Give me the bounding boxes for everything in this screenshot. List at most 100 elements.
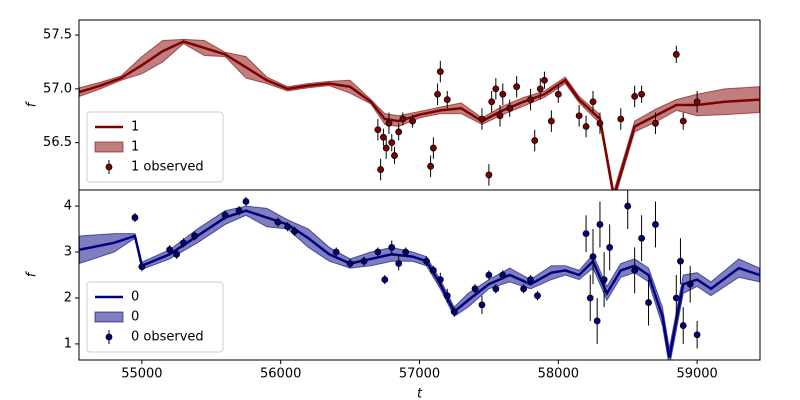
observed-point: [380, 133, 387, 141]
observed-point: [478, 115, 486, 123]
observed-point: [679, 117, 687, 125]
observed-point: [429, 144, 437, 152]
plot-area: [79, 190, 760, 360]
observed-point: [596, 119, 604, 127]
y-axis-label: f: [25, 100, 40, 107]
observed-point: [436, 68, 444, 76]
legend-box: [86, 111, 224, 183]
observed-point: [527, 96, 534, 104]
observed-point: [485, 271, 493, 279]
observed-point: [600, 276, 608, 283]
observed-point: [434, 90, 441, 98]
observed-point: [274, 218, 282, 226]
observed-point: [679, 322, 687, 329]
observed-point: [677, 257, 684, 265]
observed-point: [596, 221, 604, 228]
x-tick-label: 55000: [121, 367, 162, 382]
observed-point: [554, 90, 562, 98]
observed-point: [672, 294, 680, 302]
observed-point: [395, 128, 403, 136]
legend-box: [86, 281, 224, 353]
observed-point: [374, 126, 382, 134]
legend-label: 1: [131, 140, 139, 155]
y-axis-label: f: [25, 270, 40, 277]
observed-point: [645, 299, 652, 306]
observed-point: [471, 285, 479, 293]
x-tick-label: 56000: [260, 367, 301, 382]
observed-point: [499, 271, 507, 279]
y-tick-label: 56.5: [43, 135, 72, 150]
x-tick-label: 57000: [399, 367, 440, 382]
observed-point: [242, 198, 250, 205]
model-line: [79, 40, 760, 190]
observed-point: [672, 51, 680, 58]
y-tick-label: 57.5: [43, 28, 72, 43]
observed-point: [443, 292, 451, 300]
axes-frame: [78, 189, 761, 361]
observed-point: [586, 294, 594, 302]
y-tick-label: 2: [64, 290, 72, 305]
observed-point: [527, 276, 534, 283]
legend: 0 0 0 observed: [86, 281, 224, 353]
legend-patch: [94, 141, 124, 153]
legend-label: 0 observed: [131, 330, 204, 345]
legend-patch: [94, 311, 124, 323]
observed-point: [291, 227, 298, 235]
observed-point: [624, 202, 632, 210]
observed-point: [180, 239, 187, 247]
observed-point: [427, 162, 435, 170]
y-tick-label: 1: [64, 336, 72, 351]
legend-marker: [105, 333, 113, 341]
observed-point: [534, 292, 541, 300]
observed-point: [138, 263, 146, 271]
observed-point: [478, 301, 486, 309]
observed-point: [399, 115, 407, 123]
legend-label: 1 observed: [131, 160, 204, 175]
observed-point: [631, 267, 639, 274]
observed-point: [284, 223, 292, 231]
observed-point: [173, 250, 180, 258]
observed-point: [575, 112, 583, 120]
observed-point: [541, 76, 548, 84]
observed-point: [531, 137, 539, 144]
model-line: [79, 209, 760, 358]
observed-point: [360, 257, 368, 265]
observed-point: [423, 257, 430, 265]
observed-point: [638, 234, 645, 242]
observed-point: [652, 119, 659, 127]
observed-point: [409, 117, 416, 125]
observed-point: [388, 244, 396, 251]
observed-point: [582, 230, 590, 238]
observed-point: [593, 317, 601, 325]
observed-point: [693, 98, 701, 106]
observed-point: [391, 152, 398, 159]
observed-point: [513, 83, 521, 91]
observed-point: [536, 85, 544, 93]
x-tick-label: 59000: [676, 367, 717, 382]
observed-point: [485, 171, 493, 179]
observed-point: [374, 248, 382, 256]
observed-point: [492, 285, 500, 293]
observed-point: [488, 98, 496, 106]
observed-point: [385, 119, 393, 127]
observed-point: [450, 308, 458, 316]
observed-point: [652, 221, 659, 228]
y-tick-label: 3: [64, 245, 72, 260]
legend-label: 1: [131, 120, 139, 135]
observed-point: [443, 96, 451, 104]
observed-point: [436, 276, 444, 283]
observed-point: [582, 123, 590, 130]
observed-point: [631, 92, 639, 100]
observed-point: [638, 90, 645, 98]
observed-point: [617, 115, 625, 123]
observed-point: [382, 144, 390, 152]
legend-marker: [105, 163, 113, 171]
observed-point: [496, 112, 504, 120]
observed-point: [381, 276, 389, 283]
observed-point: [395, 260, 403, 267]
observed-point: [429, 267, 437, 274]
observed-point: [388, 139, 396, 147]
y-tick-label: 4: [64, 199, 72, 214]
observed-point: [492, 85, 500, 93]
observed-point: [547, 117, 555, 125]
